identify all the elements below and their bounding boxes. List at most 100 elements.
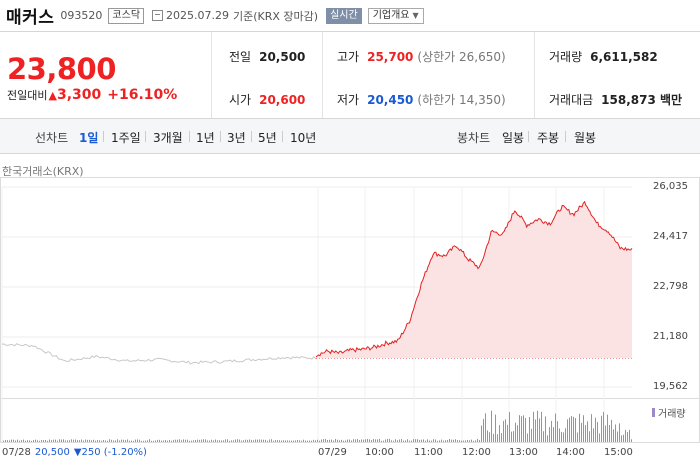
tab-1d[interactable]: 1일 bbox=[79, 131, 99, 145]
volume-bar bbox=[459, 440, 460, 442]
calendar-icon bbox=[152, 10, 164, 21]
volume-bar bbox=[455, 439, 456, 442]
volume-bar bbox=[103, 439, 104, 442]
volume-bar bbox=[583, 415, 584, 442]
volume-bar bbox=[315, 440, 316, 442]
volume-bar bbox=[43, 440, 44, 442]
volume-bar bbox=[389, 438, 390, 442]
volume-bar bbox=[443, 440, 444, 442]
volume-bar bbox=[213, 440, 214, 442]
up-arrow-icon: ▲ bbox=[48, 88, 57, 102]
volume-bar bbox=[449, 438, 450, 442]
volume-bar bbox=[429, 440, 430, 442]
y-tick-label: 19,562 bbox=[653, 381, 688, 392]
tab-weekly-candle[interactable]: 주봉 bbox=[537, 131, 560, 145]
volume-bar bbox=[403, 440, 404, 442]
volume-bar bbox=[329, 439, 330, 442]
volume-bar bbox=[191, 440, 192, 442]
volume-bar bbox=[393, 440, 394, 442]
volume-bar bbox=[447, 439, 448, 442]
volume-bar bbox=[533, 411, 534, 442]
volume-bar bbox=[493, 433, 494, 442]
volume-bar bbox=[333, 440, 334, 442]
volume-bar bbox=[609, 425, 610, 442]
stat-volume: 거래량 6,611,582 bbox=[549, 48, 658, 65]
volume-bar bbox=[391, 440, 392, 442]
volume-bar bbox=[549, 427, 550, 442]
volume-bar bbox=[39, 440, 40, 442]
divider bbox=[220, 131, 221, 142]
stat-label: 고가 bbox=[337, 50, 360, 64]
volume-bar bbox=[377, 439, 378, 442]
volume-bar bbox=[129, 440, 130, 442]
prev-day-line bbox=[1, 343, 317, 365]
stat-value: 6,611,582 bbox=[590, 50, 658, 64]
volume-bar bbox=[263, 439, 264, 442]
volume-bar bbox=[605, 425, 606, 442]
volume-bar bbox=[149, 439, 150, 442]
volume-bar bbox=[431, 440, 432, 442]
tab-daily-candle[interactable]: 일봉 bbox=[502, 131, 525, 145]
volume-bar bbox=[45, 439, 46, 442]
volume-bar bbox=[249, 439, 250, 442]
tab-1y[interactable]: 1년 bbox=[196, 131, 215, 145]
volume-bar bbox=[419, 439, 420, 442]
volume-bar bbox=[453, 439, 454, 442]
volume-bar bbox=[485, 413, 486, 442]
change-percent: +16.10% bbox=[107, 87, 178, 103]
volume-bar bbox=[295, 440, 296, 442]
price-chart-svg bbox=[0, 177, 700, 443]
volume-bar bbox=[599, 433, 600, 442]
volume-bar bbox=[37, 440, 38, 442]
volume-bar bbox=[173, 439, 174, 442]
volume-bar bbox=[381, 440, 382, 442]
volume-bar bbox=[617, 431, 618, 442]
volume-bar bbox=[299, 440, 300, 442]
chevron-down-icon: ▼ bbox=[412, 10, 419, 20]
prev-day-summary: 07/28 20,500 ▼250 (-1.20%) bbox=[2, 447, 147, 458]
volume-bar bbox=[209, 440, 210, 442]
volume-bar bbox=[461, 440, 462, 442]
volume-bar bbox=[523, 415, 524, 442]
market-badge: 코스닥 bbox=[108, 7, 145, 24]
stat-value: 25,700 bbox=[367, 50, 414, 64]
tab-1w[interactable]: 1주일 bbox=[111, 131, 141, 145]
volume-bar bbox=[269, 439, 270, 442]
volume-bar bbox=[23, 439, 24, 442]
company-info-dropdown[interactable]: 기업개요 ▼ bbox=[367, 7, 424, 24]
volume-bar bbox=[245, 439, 246, 442]
tab-10y[interactable]: 10년 bbox=[290, 131, 317, 145]
volume-bar bbox=[615, 424, 616, 442]
volume-bar bbox=[553, 427, 554, 442]
realtime-button[interactable]: 실시간 bbox=[326, 7, 362, 24]
volume-bar bbox=[93, 439, 94, 442]
lower-limit: (하한가 14,350) bbox=[417, 93, 506, 107]
volume-bar bbox=[371, 440, 372, 442]
tab-3y[interactable]: 3년 bbox=[227, 131, 246, 145]
volume-bar bbox=[147, 440, 148, 442]
tab-5y[interactable]: 5년 bbox=[258, 131, 277, 145]
volume-bar bbox=[69, 440, 70, 442]
volume-bar bbox=[519, 415, 520, 442]
volume-bar bbox=[395, 439, 396, 442]
stat-value: 20,500 bbox=[259, 50, 306, 64]
tab-monthly-candle[interactable]: 월봉 bbox=[574, 131, 597, 145]
y-tick-label: 22,798 bbox=[653, 281, 688, 292]
volume-bar bbox=[95, 440, 96, 442]
volume-bar bbox=[629, 429, 630, 442]
volume-bar bbox=[73, 439, 74, 442]
volume-bar bbox=[41, 440, 42, 442]
volume-bar bbox=[145, 440, 146, 442]
volume-bar bbox=[587, 421, 588, 442]
quote-stats: 전일 20,500 고가 25,700 (상한가 26,650) 거래량 6,6… bbox=[213, 32, 700, 118]
volume-bar bbox=[621, 435, 622, 442]
volume-bar bbox=[331, 439, 332, 442]
volume-bar bbox=[71, 439, 72, 442]
volume-bar bbox=[439, 440, 440, 442]
price-line bbox=[315, 200, 633, 358]
volume-bar bbox=[219, 440, 220, 442]
tab-3m[interactable]: 3개월 bbox=[153, 131, 183, 145]
volume-bar bbox=[555, 413, 556, 442]
divider bbox=[189, 131, 190, 142]
stat-label: 저가 bbox=[337, 93, 360, 107]
